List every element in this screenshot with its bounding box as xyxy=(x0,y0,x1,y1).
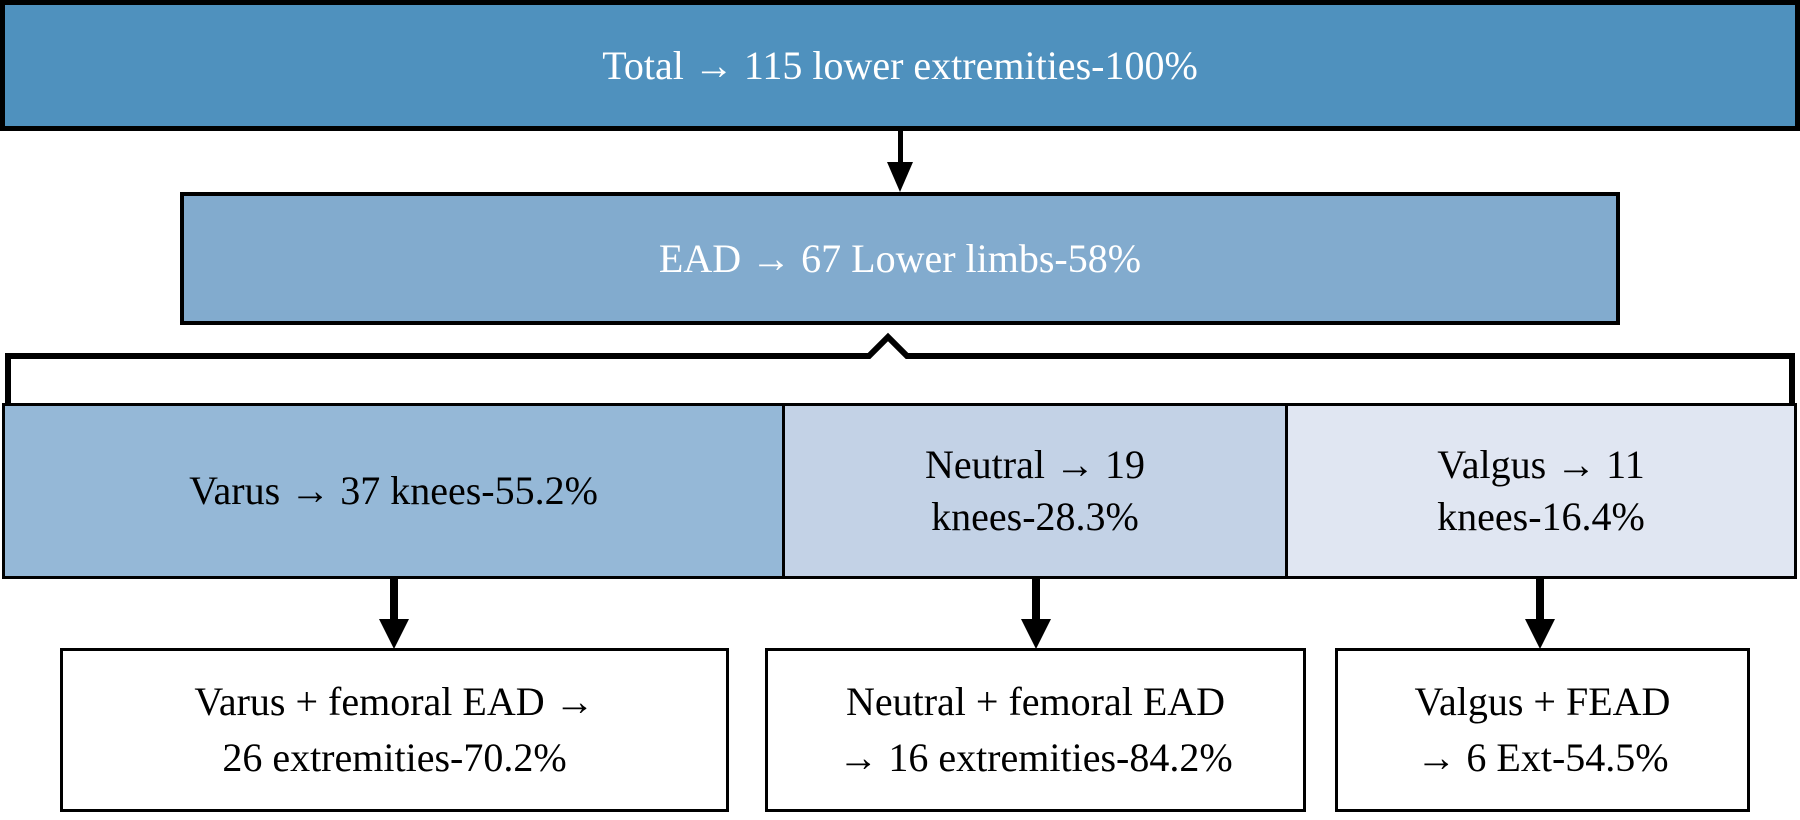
valgus-box-label-line1: Valgus → 11 xyxy=(1437,442,1645,487)
valgus-box: Valgus → 11 knees-16.4% xyxy=(1285,403,1797,579)
valgus-fead-label-line1: Valgus + FEAD xyxy=(1414,679,1671,724)
valgus-fead-box: Valgus + FEAD → 6 Ext-54.5% xyxy=(1335,648,1750,812)
arrow-neutral-to-neutral-ead xyxy=(1021,579,1051,649)
arrow-total-to-ead xyxy=(887,131,913,192)
arrow-shaft xyxy=(897,131,903,162)
neutral-box: Neutral → 19 knees-28.3% xyxy=(782,403,1288,579)
total-box: Total → 115 lower extremities-100% xyxy=(0,0,1800,131)
neutral-box-label-line2: knees-28.3% xyxy=(931,494,1139,539)
arrow-valgus-to-valgus-fead xyxy=(1525,579,1555,649)
valgus-fead-label-line2: → 6 Ext-54.5% xyxy=(1416,735,1669,780)
ead-box-label: EAD → 67 Lower limbs-58% xyxy=(658,236,1142,281)
arrow-shaft xyxy=(390,579,398,619)
varus-ead-label-line1: Varus + femoral EAD → xyxy=(194,679,595,724)
neutral-ead-label-line1: Neutral + femoral EAD xyxy=(845,679,1226,724)
valgus-box-label-line2: knees-16.4% xyxy=(1437,494,1645,539)
varus-box-label: Varus → 37 knees-55.2% xyxy=(189,468,598,513)
arrow-shaft xyxy=(1536,579,1544,619)
arrow-varus-to-varus-ead xyxy=(379,579,409,649)
total-box-label: Total → 115 lower extremities-100% xyxy=(602,43,1198,88)
neutral-box-label-line1: Neutral → 19 xyxy=(925,442,1145,487)
neutral-ead-box: Neutral + femoral EAD → 16 extremities-8… xyxy=(765,648,1306,812)
ead-box: EAD → 67 Lower limbs-58% xyxy=(180,192,1620,325)
varus-ead-box: Varus + femoral EAD → 26 extremities-70.… xyxy=(60,648,729,812)
neutral-ead-label-line2: → 16 extremities-84.2% xyxy=(838,735,1233,780)
varus-ead-label-line2: 26 extremities-70.2% xyxy=(222,735,567,780)
arrow-head-icon xyxy=(1021,619,1051,649)
arrow-head-icon xyxy=(887,162,913,192)
arrow-shaft xyxy=(1032,579,1040,619)
varus-box: Varus → 37 knees-55.2% xyxy=(2,403,785,579)
brace-path xyxy=(5,332,1795,403)
arrow-head-icon xyxy=(1525,619,1555,649)
arrow-head-icon xyxy=(379,619,409,649)
